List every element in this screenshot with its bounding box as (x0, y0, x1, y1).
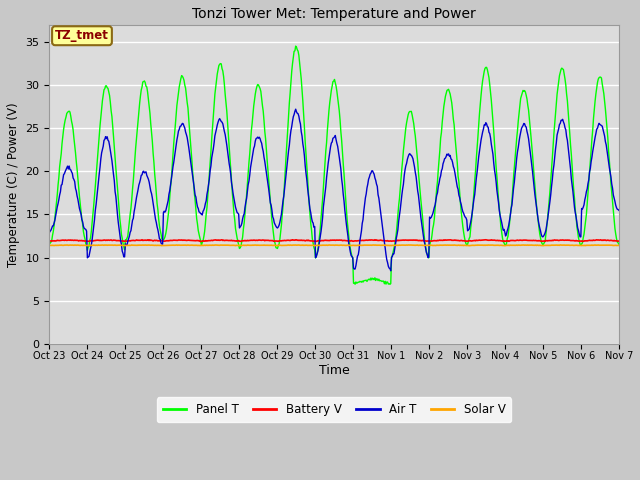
Panel T (422, 244, 429, 250)
Air T (405, 152, 413, 157)
Line: Battery V: Battery V (49, 240, 619, 241)
Air T (45, 230, 53, 236)
Battery V (56, 238, 63, 243)
Line: Panel T: Panel T (49, 46, 619, 284)
Panel T (202, 211, 210, 217)
Battery V (202, 238, 210, 244)
Title: Tonzi Tower Met: Temperature and Power: Tonzi Tower Met: Temperature and Power (192, 7, 476, 21)
Solar V (404, 242, 412, 248)
Panel T (292, 43, 300, 49)
Panel T (386, 281, 394, 287)
Air T (172, 142, 180, 148)
Air T (615, 207, 623, 213)
Line: Solar V: Solar V (49, 245, 619, 246)
Battery V (45, 238, 53, 244)
Legend: Panel T, Battery V, Air T, Solar V: Panel T, Battery V, Air T, Solar V (157, 397, 511, 422)
Air T (115, 219, 122, 225)
Battery V (405, 237, 413, 243)
Battery V (115, 238, 122, 243)
Air T (387, 268, 395, 274)
X-axis label: Time: Time (319, 364, 349, 377)
Solar V (202, 242, 210, 248)
Solar V (45, 242, 53, 248)
Line: Air T: Air T (49, 109, 619, 271)
Solar V (172, 242, 180, 248)
Battery V (172, 238, 180, 243)
Air T (292, 106, 300, 112)
Solar V (420, 242, 428, 248)
Text: TZ_tmet: TZ_tmet (55, 29, 109, 42)
Solar V (615, 242, 623, 248)
Panel T (115, 195, 122, 201)
Panel T (172, 113, 180, 119)
Solar V (115, 242, 122, 248)
Panel T (45, 241, 53, 247)
Battery V (289, 237, 296, 242)
Panel T (615, 241, 623, 247)
Air T (422, 246, 429, 252)
Solar V (556, 242, 564, 248)
Battery V (615, 238, 623, 244)
Panel T (56, 164, 63, 169)
Battery V (422, 238, 429, 244)
Air T (202, 198, 210, 204)
Y-axis label: Temperature (C) / Power (V): Temperature (C) / Power (V) (7, 102, 20, 266)
Air T (56, 192, 63, 198)
Solar V (465, 243, 473, 249)
Solar V (56, 242, 63, 248)
Panel T (405, 109, 413, 115)
Battery V (310, 239, 317, 244)
